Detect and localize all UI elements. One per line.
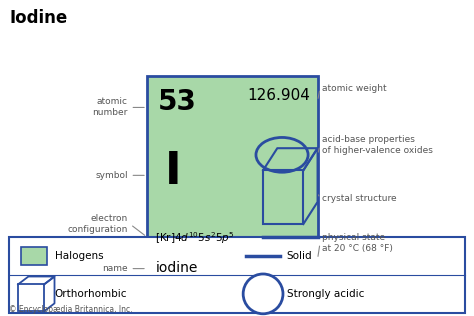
- Text: electron
configuration: electron configuration: [68, 214, 128, 234]
- Text: Solid: Solid: [287, 251, 312, 261]
- Text: iodine: iodine: [155, 261, 198, 275]
- Text: Orthorhombic: Orthorhombic: [55, 289, 127, 299]
- Text: acid-base properties
of higher-valence oxides: acid-base properties of higher-valence o…: [322, 135, 433, 155]
- Text: Iodine: Iodine: [9, 9, 68, 27]
- FancyBboxPatch shape: [21, 247, 47, 265]
- Text: atomic weight: atomic weight: [322, 84, 387, 93]
- FancyBboxPatch shape: [147, 76, 318, 288]
- Circle shape: [256, 137, 308, 172]
- Ellipse shape: [243, 274, 283, 314]
- Text: symbol: symbol: [95, 171, 128, 180]
- Text: physical state
at 20 °C (68 °F): physical state at 20 °C (68 °F): [322, 233, 393, 253]
- Text: Strongly acidic: Strongly acidic: [287, 289, 364, 299]
- Text: atomic
number: atomic number: [92, 97, 128, 118]
- Text: Halogens: Halogens: [55, 251, 103, 261]
- Text: I: I: [164, 149, 182, 193]
- Text: 126.904: 126.904: [247, 88, 310, 103]
- Text: name: name: [102, 264, 128, 273]
- FancyBboxPatch shape: [9, 237, 465, 313]
- Text: 53: 53: [157, 88, 196, 117]
- Text: © Encyclopædia Britannica, Inc.: © Encyclopædia Britannica, Inc.: [9, 306, 133, 314]
- Text: crystal structure: crystal structure: [322, 194, 397, 203]
- Text: [Kr]4$d^{10}$5$s^{2}$5$p^{5}$: [Kr]4$d^{10}$5$s^{2}$5$p^{5}$: [155, 231, 235, 246]
